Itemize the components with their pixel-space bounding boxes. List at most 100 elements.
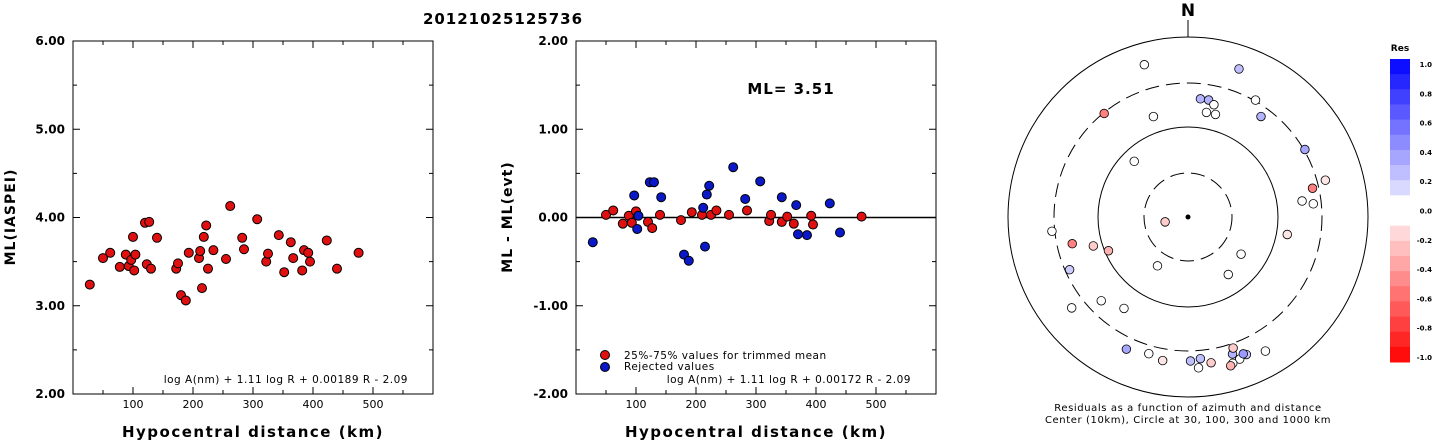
colorbar-cell <box>1390 346 1410 363</box>
station-residual-point <box>1160 217 1170 227</box>
station-residual-point <box>1308 199 1319 209</box>
station-residual-point <box>1064 265 1075 275</box>
left-data-point <box>114 261 125 272</box>
station-residual-point <box>1148 111 1159 122</box>
station-residual-point <box>1066 303 1077 313</box>
left-data-point <box>303 247 314 258</box>
left-data-point <box>84 279 95 290</box>
mid-data-point <box>633 210 644 221</box>
left-y-tick-label: 4.00 <box>35 211 65 225</box>
station-residual-point <box>1300 144 1310 155</box>
legend-label-rejected: Rejected values <box>624 361 715 373</box>
mid-data-point <box>587 237 598 248</box>
north-label: N <box>1181 1 1195 21</box>
mid-data-point <box>617 218 628 229</box>
colorbar-cell <box>1390 301 1410 318</box>
mid-data-point <box>788 218 799 229</box>
mid-x-tick-label: 200 <box>686 398 707 411</box>
mid-data-point <box>808 219 818 230</box>
station-residual-point <box>1307 183 1318 193</box>
station-residual-point <box>1121 344 1132 354</box>
station-residual-point <box>1067 239 1077 249</box>
mid-data-point <box>824 198 835 209</box>
colorbar-label: 0.2 <box>1420 178 1433 186</box>
mid-data-point <box>835 227 845 238</box>
station-residual-point <box>1223 269 1233 280</box>
left-x-tick-label: 300 <box>243 398 264 411</box>
station-residual-point <box>1234 64 1244 74</box>
station-residual-point <box>1206 358 1216 368</box>
left-data-point <box>146 263 156 274</box>
left-data-point <box>288 253 299 264</box>
left-y-axis-label: ML(IASPEI) <box>3 169 19 266</box>
mid-data-point <box>655 209 665 220</box>
left-x-tick-label: 100 <box>123 398 144 411</box>
colorbar-cell <box>1390 316 1410 333</box>
left-data-points <box>84 201 364 306</box>
colorbar-cell <box>1390 271 1410 287</box>
left-y-tick-label: 6.00 <box>35 34 65 48</box>
station-residual-point <box>1210 109 1221 120</box>
station-residual-point <box>1236 249 1246 259</box>
left-data-point <box>263 248 273 259</box>
station-residual-point <box>1201 107 1212 118</box>
left-data-point <box>198 231 209 242</box>
station-residual-point <box>1103 246 1114 256</box>
left-data-point <box>321 235 332 246</box>
colorbar-label: -0.2 <box>1417 237 1432 245</box>
ring-300km <box>1053 82 1323 352</box>
mid-y-tick-label: 1.00 <box>538 122 568 136</box>
colorbar-cell <box>1390 74 1410 90</box>
colorbar-cell <box>1390 134 1410 151</box>
azimuth-polar-panel: N Residuals as a function of azimuth and… <box>1007 1 1369 426</box>
mid-data-point <box>683 255 694 266</box>
colorbar-cell <box>1390 255 1410 272</box>
mid-data-point <box>629 190 640 201</box>
legend-marker-trimmed <box>600 350 610 360</box>
mid-data-point <box>601 209 611 220</box>
colorbar-cell <box>1390 210 1410 227</box>
station-residual-point <box>1282 229 1292 240</box>
mid-data-point <box>701 189 712 200</box>
polar-caption-2: Center (10km), Circle at 30, 100, 300 an… <box>1045 415 1331 426</box>
colorbar-label: -0.6 <box>1417 295 1432 303</box>
left-data-point <box>201 220 212 231</box>
mid-data-point <box>791 200 802 211</box>
left-scatter-panel: 100 200 300 400 500 2.00 3.00 4.00 5.00 6.00 log … <box>3 34 434 441</box>
station-residual-point <box>1195 94 1206 104</box>
left-data-point <box>237 232 248 243</box>
station-residual-point <box>1228 343 1238 353</box>
mid-data-point <box>776 192 787 203</box>
mid-data-point <box>647 223 658 234</box>
left-data-point <box>279 267 290 278</box>
station-residual-point <box>1193 363 1204 373</box>
left-data-point <box>105 247 116 258</box>
residual-scatter-panel: 100 200 300 400 500 -2.00 -1.00 0.00 1.00 2.00 ML… <box>500 34 937 441</box>
station-residual-point <box>1195 353 1206 364</box>
mid-x-axis-label: Hypocentral distance (km) <box>625 423 887 441</box>
colorbar-label: 0.6 <box>1420 120 1433 128</box>
mid-data-point <box>686 207 697 218</box>
left-formula: log A(nm) + 1.11 log R + 0.00189 R - 2.0… <box>164 374 408 386</box>
mid-data-point <box>626 217 637 228</box>
colorbar-cell <box>1390 165 1410 181</box>
station-residual-point <box>1260 346 1271 356</box>
left-data-point <box>297 265 308 276</box>
left-x-tick-label: 500 <box>363 398 384 411</box>
colorbar-label: 0.0 <box>1420 208 1433 216</box>
mid-data-point <box>711 205 722 216</box>
epicenter-dot <box>1185 214 1191 220</box>
left-data-point <box>128 231 138 242</box>
station-residual-point <box>1238 349 1248 359</box>
mid-y-tick-label: -2.00 <box>533 387 568 401</box>
left-data-point <box>180 295 191 306</box>
ml-annotation: ML= 3.51 <box>747 80 834 98</box>
figure-title: 20121025125736 <box>423 10 583 28</box>
polar-caption-1: Residuals as a function of azimuth and d… <box>1054 403 1322 414</box>
left-data-point <box>353 247 364 258</box>
left-x-tick-label: 400 <box>303 398 324 411</box>
left-y-tick-label: 5.00 <box>35 122 65 136</box>
left-data-point <box>221 253 231 264</box>
station-residual-point <box>1157 355 1168 366</box>
mid-x-tick-label: 300 <box>746 398 767 411</box>
